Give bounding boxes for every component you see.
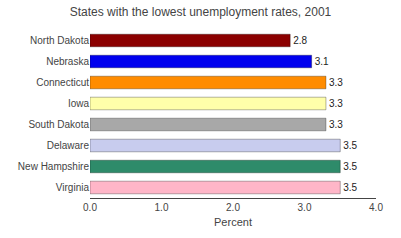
svg-text:4.0: 4.0 bbox=[369, 202, 383, 213]
svg-text:Nebraska: Nebraska bbox=[46, 56, 89, 67]
svg-text:North Dakota: North Dakota bbox=[30, 35, 89, 46]
svg-text:3.5: 3.5 bbox=[343, 140, 357, 151]
svg-text:2.8: 2.8 bbox=[293, 35, 307, 46]
svg-text:3.5: 3.5 bbox=[343, 182, 357, 193]
svg-text:Iowa: Iowa bbox=[68, 98, 90, 109]
svg-text:3.3: 3.3 bbox=[329, 77, 343, 88]
svg-text:South Dakota: South Dakota bbox=[28, 119, 89, 130]
svg-text:New Hampshire: New Hampshire bbox=[18, 161, 90, 172]
svg-text:0.0: 0.0 bbox=[83, 202, 97, 213]
svg-text:Virginia: Virginia bbox=[56, 182, 90, 193]
svg-text:Delaware: Delaware bbox=[47, 140, 90, 151]
svg-text:3.5: 3.5 bbox=[343, 161, 357, 172]
svg-text:Percent: Percent bbox=[214, 216, 252, 228]
svg-text:States with the lowest unemplo: States with the lowest unemployment rate… bbox=[70, 5, 332, 19]
svg-text:Connecticut: Connecticut bbox=[36, 77, 89, 88]
svg-text:2.0: 2.0 bbox=[226, 202, 240, 213]
svg-text:1.0: 1.0 bbox=[155, 202, 169, 213]
svg-text:3.1: 3.1 bbox=[315, 56, 329, 67]
svg-text:3.3: 3.3 bbox=[329, 119, 343, 130]
svg-text:3.0: 3.0 bbox=[298, 202, 312, 213]
svg-text:3.3: 3.3 bbox=[329, 98, 343, 109]
